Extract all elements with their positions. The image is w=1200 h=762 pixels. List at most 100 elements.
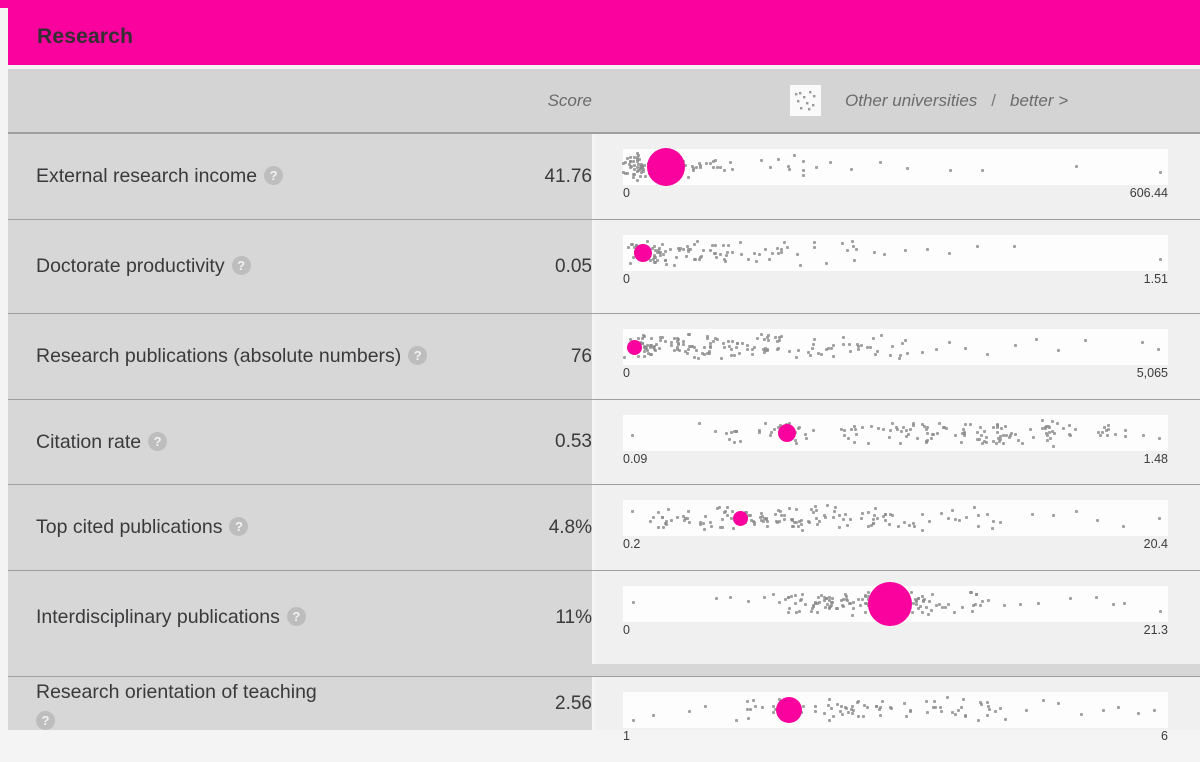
other-university-dot xyxy=(836,703,840,707)
other-university-dot xyxy=(642,355,646,359)
other-university-dot xyxy=(829,605,833,609)
university-marker[interactable] xyxy=(633,244,652,262)
other-university-dot xyxy=(1014,432,1018,436)
other-university-dot xyxy=(949,169,953,173)
university-marker[interactable] xyxy=(776,697,803,723)
other-university-dot xyxy=(874,353,878,357)
indicator-label: External research income xyxy=(36,165,258,188)
help-icon[interactable]: ? xyxy=(36,711,55,731)
other-university-dot xyxy=(1057,701,1061,705)
other-university-dot xyxy=(621,170,625,174)
other-university-dot xyxy=(677,348,681,352)
other-university-dot xyxy=(658,251,662,255)
column-divider xyxy=(592,134,595,219)
other-university-dot xyxy=(1016,438,1020,442)
other-university-dot xyxy=(844,592,848,596)
other-university-dot xyxy=(847,437,851,441)
other-university-dot xyxy=(771,251,775,255)
help-icon[interactable]: ? xyxy=(264,166,284,186)
other-university-dot xyxy=(850,614,854,618)
university-marker[interactable] xyxy=(646,148,685,186)
other-university-dot xyxy=(880,699,884,703)
help-icon[interactable]: ? xyxy=(408,346,428,366)
other-university-dot xyxy=(911,522,915,526)
other-university-dot xyxy=(797,426,800,430)
other-university-dot xyxy=(908,708,912,712)
other-university-dot xyxy=(999,427,1003,431)
other-university-dot xyxy=(850,427,854,431)
other-university-dot xyxy=(838,526,842,530)
other-university-dot xyxy=(860,344,864,348)
other-university-dot xyxy=(711,339,715,343)
other-university-dot xyxy=(934,347,938,351)
other-university-dot xyxy=(825,597,829,601)
column-divider xyxy=(592,314,595,399)
other-university-dot xyxy=(780,334,783,338)
other-university-dot xyxy=(915,602,919,606)
other-university-dot xyxy=(708,346,712,350)
axis-min-label: 0.09 xyxy=(623,452,648,466)
other-university-dot xyxy=(905,434,909,438)
other-university-dot xyxy=(695,240,699,244)
other-university-dot xyxy=(825,503,829,507)
other-university-dot xyxy=(1103,426,1107,430)
other-university-dot xyxy=(823,513,827,517)
other-university-dot xyxy=(843,434,847,438)
other-university-dot xyxy=(776,158,780,162)
other-university-dot xyxy=(682,247,686,251)
other-university-dot xyxy=(795,610,799,614)
other-university-dot xyxy=(727,437,731,441)
other-university-dot xyxy=(647,351,651,355)
other-university-dot xyxy=(725,253,729,257)
help-icon[interactable]: ? xyxy=(286,607,306,627)
other-university-dot xyxy=(977,718,981,722)
other-university-dot xyxy=(852,709,856,712)
other-university-dot xyxy=(829,347,833,351)
other-university-dot xyxy=(746,707,750,711)
other-university-dot xyxy=(877,426,881,430)
other-university-dot xyxy=(639,170,643,174)
help-icon[interactable]: ? xyxy=(229,517,249,537)
other-university-dot xyxy=(787,507,791,511)
other-university-dot xyxy=(767,333,771,337)
other-university-dot xyxy=(651,247,655,251)
university-marker[interactable] xyxy=(626,339,642,355)
university-marker[interactable] xyxy=(732,510,748,526)
other-university-dot xyxy=(632,159,636,163)
other-university-dot xyxy=(655,259,659,263)
help-icon[interactable]: ? xyxy=(231,256,251,276)
other-university-dot xyxy=(805,436,809,440)
other-university-dot xyxy=(1045,424,1049,428)
other-university-dot xyxy=(863,594,867,598)
other-university-dot xyxy=(879,705,883,709)
other-university-dot xyxy=(698,520,702,524)
other-university-dot xyxy=(916,596,920,600)
other-university-dot xyxy=(1121,525,1125,529)
other-university-dot xyxy=(685,517,689,520)
help-icon[interactable]: ? xyxy=(148,431,168,451)
university-marker[interactable] xyxy=(868,582,913,626)
other-university-dot xyxy=(665,520,669,524)
column-divider xyxy=(592,400,595,484)
other-university-dot xyxy=(845,524,849,528)
other-university-dot xyxy=(795,508,799,512)
other-university-dot xyxy=(860,512,864,516)
other-university-dot xyxy=(721,525,725,529)
other-university-dot xyxy=(1045,433,1049,437)
other-university-dot xyxy=(754,259,758,263)
other-university-dot xyxy=(662,525,666,529)
other-university-dot xyxy=(1123,435,1127,439)
other-university-dot xyxy=(1050,429,1054,433)
other-university-dot xyxy=(789,595,793,599)
other-university-dot xyxy=(851,601,855,605)
university-marker[interactable] xyxy=(777,424,796,442)
other-university-dot xyxy=(929,436,933,440)
other-university-dot xyxy=(812,241,816,245)
other-university-dot xyxy=(745,348,749,352)
other-university-dot xyxy=(963,430,967,434)
other-university-dot xyxy=(996,424,1000,428)
table-header-row: Score Other universities / better > xyxy=(8,69,1200,133)
other-university-dot xyxy=(899,430,903,434)
other-university-dot xyxy=(783,513,787,517)
other-university-dot xyxy=(985,714,989,718)
